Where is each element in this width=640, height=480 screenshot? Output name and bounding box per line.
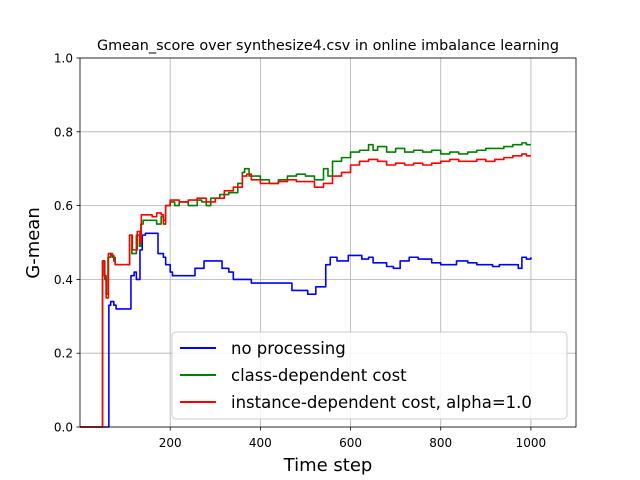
y-axis-ticks: 0.0 0.2 0.4 0.6 0.8 1.0 bbox=[54, 52, 80, 435]
y-tick-label: 0.2 bbox=[54, 347, 73, 361]
y-axis-label: G-mean bbox=[23, 207, 44, 279]
legend: no processing class-dependent cost instanc… bbox=[171, 331, 568, 420]
x-tick-label: 200 bbox=[159, 436, 182, 450]
legend-label-2: class-dependent cost bbox=[231, 366, 407, 385]
legend-box bbox=[171, 331, 568, 420]
legend-label-3: instance-dependent cost, alpha=1.0 bbox=[231, 393, 532, 412]
chart-title: Gmean_score over synthesize4.csv in onli… bbox=[97, 38, 559, 54]
x-tick-label: 1000 bbox=[516, 436, 547, 450]
x-axis-label: Time step bbox=[283, 455, 373, 476]
y-tick-label: 0.0 bbox=[54, 421, 73, 435]
x-tick-label: 400 bbox=[249, 436, 272, 450]
series-lines bbox=[80, 142, 532, 428]
y-tick-label: 0.4 bbox=[54, 273, 73, 287]
series-line-3 bbox=[80, 153, 531, 428]
series-line-1 bbox=[80, 232, 532, 428]
legend-label-1: no processing bbox=[231, 339, 346, 358]
x-tick-label: 600 bbox=[339, 436, 362, 450]
x-axis-ticks: 200 400 600 800 1000 bbox=[159, 427, 546, 450]
plot-frame bbox=[79, 57, 577, 428]
y-tick-label: 1.0 bbox=[54, 52, 73, 66]
y-tick-label: 0.6 bbox=[54, 199, 73, 213]
y-tick-label: 0.8 bbox=[54, 125, 73, 139]
x-tick-label: 800 bbox=[429, 436, 452, 450]
legend-entries: no processing class-dependent cost instanc… bbox=[180, 339, 532, 412]
